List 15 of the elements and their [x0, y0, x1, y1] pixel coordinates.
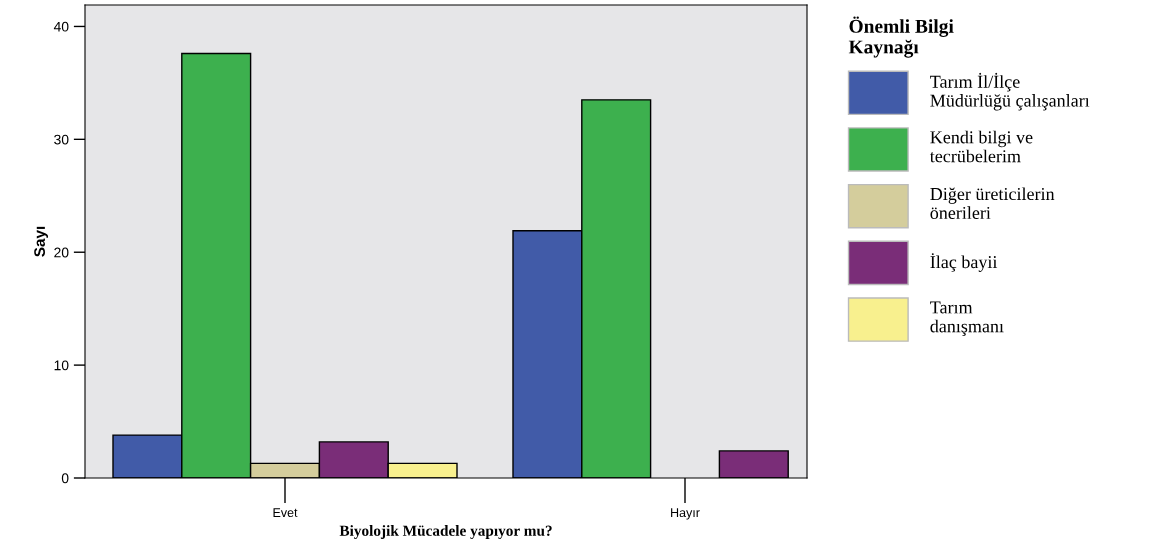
legend-label: Tarım danışmanı — [930, 301, 1004, 337]
legend-label: Kendi bilgi ve tecrübelerim — [929, 130, 1033, 163]
y-tick-label: 10 — [54, 360, 69, 371]
legend-label: Tarım İl/İlçe Müdürlüğü çalışanları — [930, 72, 1090, 111]
legend-label: Diğer üreticilerin önerileri — [930, 187, 1055, 220]
y-tick-label: 30 — [54, 134, 69, 145]
legend-label: İlaç bayii — [930, 253, 998, 272]
y-axis-title: Sayı — [34, 226, 49, 257]
x-axis-title: Biyolojik Mücadele yapıyor mu? — [339, 525, 552, 539]
y-tick-label: 40 — [53, 21, 69, 32]
legend-title: Önemli Bilgi Kaynağı — [848, 16, 954, 58]
y-tick-label: 0 — [61, 473, 69, 484]
x-tick-label: Evet — [273, 508, 298, 518]
y-tick-label: 20 — [54, 247, 69, 258]
x-tick-label: Hayır — [671, 508, 700, 520]
